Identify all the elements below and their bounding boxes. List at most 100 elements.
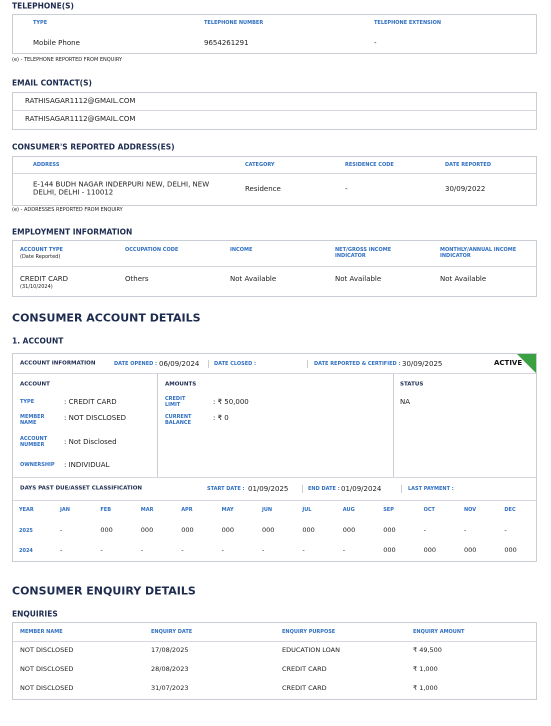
divider — [157, 373, 158, 477]
status-badge: ACTIVE — [494, 358, 523, 367]
cell: 000 — [342, 526, 356, 535]
cell: NOT DISCLOSED — [20, 665, 74, 674]
cell: - — [374, 38, 377, 47]
section-title: CONSUMER ACCOUNT DETAILS — [12, 311, 201, 325]
column-title: AMOUNTS — [165, 381, 197, 388]
column-header: INCOME — [230, 247, 253, 253]
section-title: EMPLOYMENT INFORMATION — [12, 227, 133, 237]
column-header: NET/GROSS INCOME INDICATOR — [335, 247, 392, 259]
divider — [393, 373, 394, 477]
box — [12, 156, 537, 206]
section-title: TELEPHONE(S) — [12, 1, 74, 11]
cell: E-144 BUDH NAGAR INDERPURI NEW, DELHI, N… — [33, 180, 210, 197]
cell: Not Available — [230, 274, 277, 283]
field-value: 01/09/2025 — [248, 484, 289, 493]
column-header: APR — [181, 507, 193, 513]
column-header: YEAR — [19, 507, 34, 513]
note: (e) - ADDRESSES REPORTED FROM ENQUIRY — [12, 207, 123, 213]
cell: Mobile Phone — [33, 38, 80, 47]
column-header: TELEPHONE EXTENSION — [374, 20, 442, 26]
field-value: : Not Disclosed — [64, 437, 117, 446]
field-value: : INDIVIDUAL — [64, 460, 110, 469]
column-header: JUL — [302, 507, 312, 513]
cell: 000 — [140, 526, 154, 535]
field-value: 30/09/2025 — [402, 359, 443, 368]
column-header: MAY — [221, 507, 234, 513]
cell: 28/08/2023 — [151, 665, 189, 674]
field-label: LAST PAYMENT : — [408, 486, 454, 492]
field-label: TYPE — [20, 399, 35, 405]
cell: Not Available — [440, 274, 487, 283]
cell: - — [342, 546, 346, 555]
column-header: TYPE — [33, 20, 48, 26]
section-title: CONSUMER'S REPORTED ADDRESS(ES) — [12, 142, 175, 152]
column-header: OCT — [423, 507, 435, 513]
cell: EDUCATION LOAN — [282, 646, 340, 655]
column-header: OCCUPATION CODE — [125, 247, 179, 253]
column-header: AUG — [342, 507, 355, 513]
cell: - — [140, 546, 144, 555]
divider — [13, 173, 536, 174]
divider — [13, 266, 536, 267]
field-value: : ₹ 0 — [213, 413, 229, 422]
cell: - — [100, 546, 103, 555]
cell: CREDIT CARD — [20, 274, 69, 283]
cell: 17/08/2025 — [151, 646, 189, 655]
field-label: DATE OPENED : — [114, 361, 158, 367]
cell: 000 — [262, 526, 275, 535]
box — [12, 240, 537, 297]
column-subheader: (Date Reported) — [20, 254, 61, 260]
divider — [13, 110, 536, 111]
badge-corner — [517, 354, 536, 373]
email: RATHISAGAR1112@GMAIL.COM — [25, 114, 136, 123]
cell: CREDIT CARD — [282, 665, 327, 674]
cell: Not Available — [335, 274, 382, 283]
column-header: DEC — [504, 507, 516, 513]
divider — [13, 373, 536, 374]
year: 2025 — [19, 528, 33, 534]
column-header: SEP — [383, 507, 394, 513]
field-label: MEMBER NAME — [20, 414, 45, 426]
info-label: ACCOUNT INFORMATION — [20, 360, 96, 367]
cell: - — [221, 546, 224, 555]
divider — [307, 360, 308, 368]
cell: - — [60, 526, 63, 535]
cell: 9654261291 — [204, 38, 249, 47]
section-title: CONSUMER ENQUIRY DETAILS — [12, 584, 196, 598]
column-header: ENQUIRY AMOUNT — [413, 629, 465, 635]
cell: 30/09/2022 — [445, 184, 486, 193]
column-header: ENQUIRY PURPOSE — [282, 629, 336, 635]
cell: Residence — [245, 184, 281, 193]
column-header: MAR — [140, 507, 154, 513]
field-label: START DATE : — [207, 486, 245, 492]
column-title: STATUS — [400, 381, 424, 388]
field-label: DATE REPORTED & CERTIFIED : — [314, 361, 401, 367]
cell: 000 — [100, 526, 113, 535]
cell: ₹ 49,500 — [413, 646, 442, 655]
box — [12, 14, 537, 54]
box — [12, 622, 537, 700]
subsection-title: ENQUIRIES — [12, 609, 58, 619]
cell: 000 — [181, 526, 194, 535]
cell: - — [60, 546, 63, 555]
column-header: JUN — [262, 507, 273, 513]
email: RATHISAGAR1112@GMAIL.COM — [25, 96, 136, 105]
cell-subtext: (31/10/2024) — [20, 284, 53, 290]
cell: NOT DISCLOSED — [20, 646, 74, 655]
cell: 000 — [464, 546, 477, 555]
cell: - — [302, 546, 305, 555]
column-title: ACCOUNT — [20, 381, 50, 388]
field-value: 01/09/2024 — [341, 484, 382, 493]
dpd-title: DAYS PAST DUE/ASSET CLASSIFICATION — [20, 485, 142, 492]
field-value: : ₹ 50,000 — [213, 397, 249, 406]
box — [12, 92, 537, 130]
column-header: CATEGORY — [245, 162, 275, 168]
column-header: ACCOUNT TYPE — [20, 247, 63, 253]
divider — [13, 477, 536, 478]
cell: NOT DISCLOSED — [20, 684, 74, 693]
field-label: CURRENT BALANCE — [165, 414, 192, 426]
field-label: ACCOUNT NUMBER — [20, 436, 48, 448]
divider — [208, 360, 209, 368]
cell: 000 — [302, 526, 315, 535]
